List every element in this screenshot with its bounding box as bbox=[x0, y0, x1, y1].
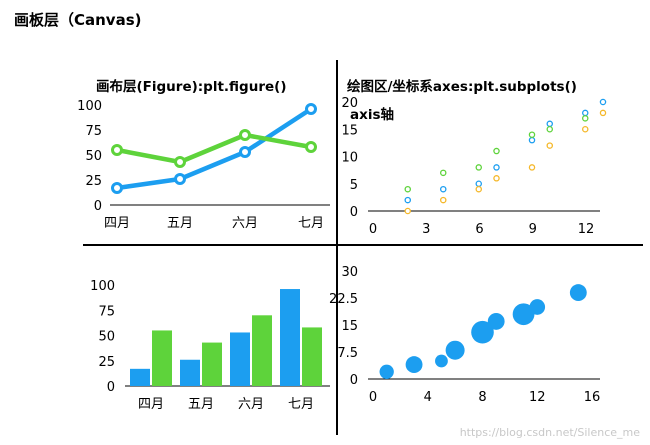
axes-layer-title: 绘图区/坐标系axes:plt.subplots() bbox=[347, 79, 577, 95]
y-tick-label: 15 bbox=[341, 319, 358, 334]
y-tick-label: 15 bbox=[341, 123, 358, 138]
line-point bbox=[305, 141, 317, 153]
bar-series-1 bbox=[180, 359, 200, 386]
x-category-label: 六月 bbox=[238, 397, 264, 412]
scatter-point-series-2 bbox=[546, 126, 554, 133]
y-tick-label: 75 bbox=[85, 124, 102, 139]
bubble-point bbox=[512, 303, 535, 326]
scatter-point-series-1 bbox=[528, 136, 536, 144]
scatter-point-series-2 bbox=[582, 115, 589, 122]
x-tick-label: 3 bbox=[422, 222, 430, 237]
x-category-label: 六月 bbox=[232, 216, 258, 231]
x-tick-label: 8 bbox=[478, 390, 486, 405]
bar-series-1 bbox=[130, 368, 150, 386]
x-tick-label: 4 bbox=[424, 390, 432, 405]
horizontal-divider bbox=[83, 244, 643, 246]
bubble-point bbox=[569, 284, 587, 302]
bubble-point bbox=[445, 340, 465, 360]
scatter-point-series-2 bbox=[439, 169, 447, 177]
line-point bbox=[305, 103, 317, 115]
scatter-point-series-3 bbox=[493, 175, 500, 182]
x-tick-label: 6 bbox=[475, 222, 483, 237]
bubble-point bbox=[487, 312, 505, 330]
x-category-label: 五月 bbox=[167, 216, 193, 231]
line-point bbox=[111, 144, 123, 156]
x-tick-label: 9 bbox=[529, 222, 537, 237]
scatter-point-series-3 bbox=[582, 126, 589, 133]
bar-series-1 bbox=[230, 332, 250, 386]
watermark: https://blog.csdn.net/Silence_me bbox=[459, 426, 640, 439]
scatter-point-series-3 bbox=[599, 109, 607, 117]
x-category-label: 七月 bbox=[288, 397, 314, 412]
scatter-point-series-1 bbox=[475, 180, 482, 187]
x-category-label: 四月 bbox=[138, 397, 164, 412]
bubble-point bbox=[435, 354, 448, 368]
bubble-point bbox=[379, 364, 394, 379]
line-point bbox=[111, 182, 123, 194]
bubble-point bbox=[405, 356, 423, 374]
line-point bbox=[174, 156, 186, 168]
y-tick-label: 10 bbox=[341, 151, 358, 166]
y-tick-label: 20 bbox=[341, 96, 358, 111]
y-tick-label: 0 bbox=[350, 205, 358, 220]
x-tick-label: 0 bbox=[369, 390, 377, 405]
y-tick-label: 25 bbox=[98, 355, 115, 370]
y-tick-label: 0 bbox=[94, 199, 102, 214]
y-tick-label: 100 bbox=[77, 99, 102, 114]
y-tick-label: 0 bbox=[107, 380, 115, 395]
y-tick-label: 30 bbox=[341, 265, 358, 280]
scatter-point-series-3 bbox=[528, 164, 536, 171]
scatter-point-series-2 bbox=[475, 164, 482, 171]
axis-layer-label: axis轴 bbox=[350, 107, 394, 123]
scatter-point-series-3 bbox=[404, 207, 411, 215]
scatter-point-series-1 bbox=[599, 98, 607, 106]
scatter-point-series-3 bbox=[439, 196, 447, 204]
bubble-point bbox=[529, 299, 546, 315]
scatter-point-series-1 bbox=[404, 196, 411, 204]
y-tick-label: 75 bbox=[98, 304, 115, 319]
y-tick-label: 50 bbox=[98, 330, 115, 345]
scatter-point-series-1 bbox=[493, 164, 500, 171]
bar-series-2 bbox=[252, 315, 272, 386]
y-tick-label: 0 bbox=[350, 373, 358, 388]
x-tick-label: 16 bbox=[584, 390, 601, 405]
line-point bbox=[174, 173, 186, 185]
y-tick-label: 100 bbox=[90, 279, 115, 294]
x-category-label: 七月 bbox=[298, 216, 324, 231]
line-point bbox=[239, 129, 251, 141]
x-tick-label: 12 bbox=[578, 222, 595, 237]
vertical-divider bbox=[336, 60, 338, 435]
line-point bbox=[239, 146, 251, 158]
y-tick-label: 5 bbox=[350, 178, 358, 193]
bar-series-2 bbox=[202, 342, 222, 386]
y-tick-label: 50 bbox=[85, 149, 102, 164]
scatter-point-series-2 bbox=[528, 131, 536, 138]
x-category-label: 五月 bbox=[188, 397, 214, 412]
scatter-point-series-2 bbox=[404, 185, 411, 193]
scatter-point-series-3 bbox=[475, 185, 482, 193]
scatter-point-series-1 bbox=[546, 120, 554, 128]
bar-series-2 bbox=[152, 330, 172, 386]
x-category-label: 四月 bbox=[104, 216, 130, 231]
scatter-point-series-1 bbox=[582, 109, 589, 117]
line-series-1 bbox=[114, 106, 314, 191]
scatter-point-series-2 bbox=[493, 147, 500, 155]
bar-series-1 bbox=[280, 289, 300, 386]
bar-series-2 bbox=[302, 327, 322, 386]
line-series-2 bbox=[114, 132, 314, 165]
scatter-point-series-3 bbox=[546, 142, 554, 149]
canvas-title: 画板层（Canvas) bbox=[14, 11, 142, 29]
y-tick-label: 7.5 bbox=[337, 346, 358, 361]
y-tick-label: 25 bbox=[85, 174, 102, 189]
y-tick-label: 22.5 bbox=[329, 292, 358, 307]
x-tick-label: 12 bbox=[529, 390, 546, 405]
x-tick-label: 0 bbox=[369, 222, 377, 237]
bubble-point bbox=[471, 320, 494, 344]
figure-layer-title: 画布层(Figure):plt.figure() bbox=[96, 79, 287, 95]
scatter-point-series-1 bbox=[439, 185, 447, 193]
